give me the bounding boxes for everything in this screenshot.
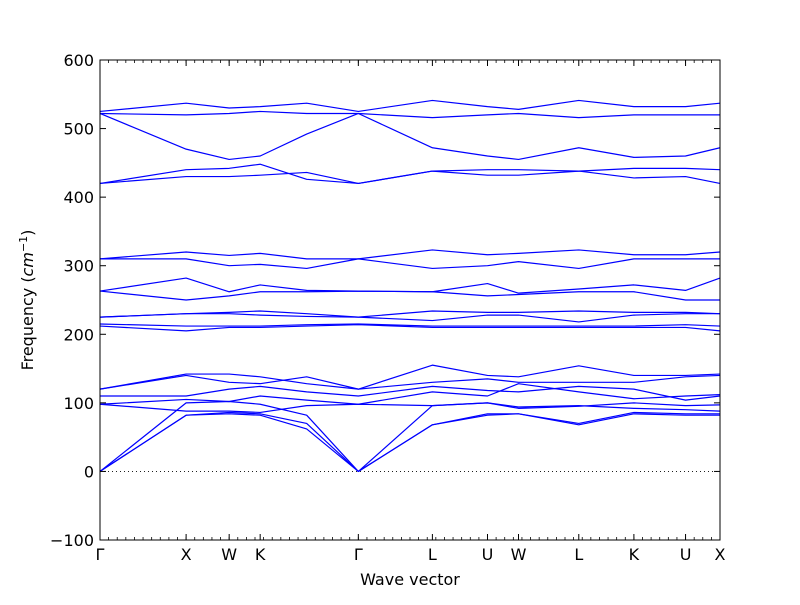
x-tick-label: U	[680, 545, 692, 564]
y-tick-label: 0	[84, 462, 94, 481]
band-line-10	[99, 323, 721, 327]
band-line-16	[99, 249, 721, 260]
y-tick-label: 300	[63, 257, 94, 276]
band-line-19	[99, 112, 721, 161]
band-line-13	[99, 290, 720, 301]
y-axis-label-paren-open: (	[18, 276, 37, 287]
x-tick-label: K	[255, 545, 266, 564]
x-tick-label: W	[221, 545, 237, 564]
x-tick-label: L	[428, 545, 437, 564]
band-line-12	[99, 310, 721, 318]
y-axis-unit-exponent: −1	[17, 236, 30, 252]
y-axis-label: Frequency (cm−1)	[17, 230, 38, 371]
band-line-3	[99, 400, 721, 473]
y-axis-label-text: Frequency	[18, 288, 37, 371]
x-tick-label: Γ	[96, 545, 105, 564]
band-line-20	[99, 110, 720, 119]
y-axis-unit: cm	[18, 252, 37, 276]
x-tick-label: K	[629, 545, 640, 564]
y-tick-label: 600	[63, 51, 94, 70]
band-line-11	[99, 313, 720, 323]
y-axis-label-paren-close: )	[18, 230, 37, 236]
x-tick-label: L	[574, 545, 583, 564]
band-lines	[99, 99, 721, 473]
y-tick-label: 400	[63, 188, 94, 207]
y-tick-label: −100	[50, 531, 94, 550]
band-line-21	[99, 99, 721, 113]
x-axis-label: Wave vector	[360, 570, 460, 589]
band-line-7	[99, 374, 721, 390]
high-symmetry-ticks	[99, 60, 721, 540]
band-line-17	[99, 163, 721, 185]
x-tick-label: X	[715, 545, 726, 564]
band-line-1	[99, 413, 720, 473]
x-tick-label: U	[482, 545, 494, 564]
band-line-8	[99, 364, 721, 390]
band-line-18	[99, 167, 721, 185]
y-axis-ticks: −100 0 100 200 300 400 500 600	[50, 51, 720, 550]
band-line-4	[99, 402, 721, 414]
y-tick-label: 200	[63, 325, 94, 344]
band-line-14	[99, 277, 721, 294]
x-tick-label: Γ	[354, 545, 363, 564]
x-tick-label: X	[181, 545, 192, 564]
y-tick-label: 500	[63, 120, 94, 139]
plot-frame	[99, 59, 721, 541]
band-line-15	[100, 258, 720, 270]
x-tick-label: W	[511, 545, 527, 564]
band-line-5	[99, 383, 721, 405]
band-line-6	[100, 385, 721, 401]
band-line-2	[99, 411, 720, 473]
y-tick-label: 100	[63, 394, 94, 413]
band-line-9	[99, 324, 721, 332]
